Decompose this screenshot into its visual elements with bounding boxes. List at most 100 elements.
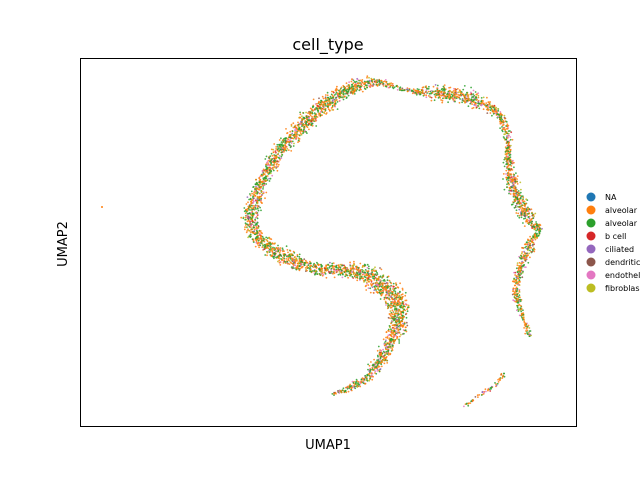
data-point (391, 320, 393, 323)
data-point (529, 330, 532, 332)
data-point (437, 93, 440, 96)
data-point (333, 270, 335, 273)
data-point (367, 270, 370, 272)
data-point (361, 270, 364, 273)
data-point (385, 350, 388, 353)
data-point (532, 239, 535, 242)
data-point (449, 96, 452, 98)
data-point (384, 282, 387, 285)
data-point (330, 272, 333, 274)
data-point (298, 127, 301, 129)
data-point (288, 260, 291, 262)
data-point (406, 310, 409, 313)
data-point (505, 121, 508, 123)
data-point (381, 356, 384, 358)
data-point (378, 370, 381, 373)
data-point (352, 273, 355, 276)
data-point (524, 325, 527, 328)
data-point (385, 331, 388, 333)
data-point (472, 101, 475, 103)
data-point (395, 330, 397, 333)
data-point (509, 138, 512, 141)
data-point (333, 94, 336, 96)
data-point (443, 97, 445, 99)
data-point (322, 108, 325, 111)
data-point (294, 256, 296, 258)
data-point (510, 165, 513, 167)
data-point (488, 388, 491, 391)
data-point (298, 269, 301, 272)
data-point (525, 245, 528, 248)
data-point (388, 279, 391, 282)
data-point (338, 392, 341, 394)
data-point (357, 382, 359, 384)
data-point (355, 84, 358, 87)
data-point (521, 251, 524, 253)
data-point (290, 142, 293, 144)
data-point (240, 216, 243, 219)
data-point (286, 249, 289, 251)
data-point (359, 262, 362, 265)
data-point (265, 166, 268, 169)
data-point (397, 314, 399, 316)
data-point (398, 319, 401, 321)
data-point (323, 271, 326, 274)
data-point (533, 250, 536, 253)
data-point (519, 211, 522, 214)
data-point (357, 269, 360, 272)
data-point (360, 83, 363, 85)
data-point (324, 104, 326, 107)
data-point (395, 298, 398, 301)
data-point (265, 236, 268, 239)
data-point (357, 84, 360, 87)
data-point (273, 242, 276, 245)
data-point (395, 296, 397, 299)
data-point (472, 89, 475, 92)
data-point (279, 248, 281, 251)
data-point (343, 267, 345, 269)
data-point (528, 332, 530, 334)
data-point (466, 91, 468, 94)
data-point (310, 112, 313, 115)
data-point (379, 356, 382, 359)
data-point (340, 96, 342, 99)
data-point (344, 390, 347, 392)
data-point (433, 99, 436, 102)
data-point (252, 241, 255, 244)
data-point (379, 82, 381, 85)
data-point (379, 267, 381, 269)
data-point (244, 226, 246, 229)
data-point (383, 298, 386, 301)
data-point (274, 166, 276, 168)
data-point (322, 273, 325, 276)
data-point (506, 148, 508, 151)
data-point (361, 266, 364, 269)
data-point (520, 252, 523, 255)
data-point (396, 85, 399, 88)
data-point (533, 224, 535, 227)
data-point (247, 215, 250, 218)
data-point (248, 212, 251, 215)
data-point (258, 181, 261, 184)
data-point (448, 92, 450, 94)
data-point (319, 105, 321, 107)
data-point (339, 263, 342, 266)
data-point (368, 76, 370, 79)
data-point (518, 208, 521, 211)
data-point (514, 289, 517, 292)
data-point (252, 232, 255, 235)
data-point (353, 81, 356, 83)
data-point (327, 100, 330, 102)
data-point (488, 103, 491, 105)
data-point (297, 267, 300, 270)
data-point (336, 92, 339, 95)
data-point (393, 342, 395, 345)
data-point (440, 94, 443, 97)
data-point (296, 255, 299, 258)
data-point (515, 212, 518, 214)
data-point (345, 97, 348, 99)
data-point (266, 250, 269, 253)
data-point (520, 195, 523, 198)
data-point (343, 271, 346, 274)
data-point (375, 79, 377, 82)
